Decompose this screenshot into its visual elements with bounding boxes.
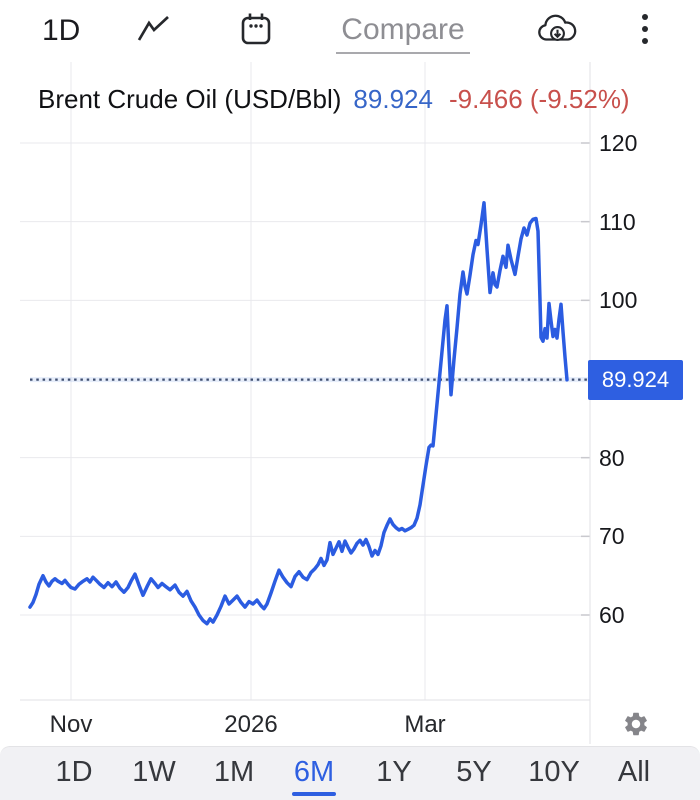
calendar-button[interactable] xyxy=(237,0,275,62)
active-tab-underline xyxy=(452,792,496,796)
range-tab-1y[interactable]: 1Y xyxy=(354,756,434,796)
range-tab-bar: 1D 1W 1M 6M 1Y 5Y 10Y All xyxy=(0,746,700,800)
range-tab-1d[interactable]: 1D xyxy=(34,756,114,796)
range-tab-label: 1M xyxy=(213,756,255,788)
price-chart-area[interactable]: 120 110 100 80 70 60 Nov 2026 Mar 89.924 xyxy=(0,0,700,746)
gear-icon xyxy=(622,712,650,741)
instrument-title: Brent Crude Oil (USD/Bbl) xyxy=(38,84,342,114)
x-axis-label-nov: Nov xyxy=(49,711,93,738)
range-tab-label: All xyxy=(617,756,651,788)
compare-input[interactable]: Compare xyxy=(336,8,470,54)
range-tab-6m[interactable]: 6M xyxy=(274,756,354,796)
active-tab-underline xyxy=(612,792,656,796)
active-tab-underline xyxy=(132,792,176,796)
active-tab-underline xyxy=(532,792,576,796)
price-change: -9.466 (-9.52%) xyxy=(448,84,630,114)
active-tab-underline xyxy=(52,792,96,796)
line-chart-type-icon xyxy=(135,13,173,50)
chart-toolbar: 1D Compare xyxy=(0,0,700,62)
range-tab-1w[interactable]: 1W xyxy=(114,756,194,796)
cloud-download-icon xyxy=(533,11,579,52)
range-tab-label: 1W xyxy=(132,756,176,788)
more-menu-icon xyxy=(639,10,651,53)
last-price: 89.924 xyxy=(353,84,433,114)
download-button[interactable] xyxy=(533,0,579,62)
range-tab-5y[interactable]: 5Y xyxy=(434,756,514,796)
more-menu-button[interactable] xyxy=(625,0,665,62)
price-line-chart[interactable] xyxy=(0,0,700,746)
y-axis-label: 100 xyxy=(599,287,638,314)
range-tab-label: 6M xyxy=(293,756,335,788)
y-axis-label: 60 xyxy=(599,602,625,628)
axis-settings-button[interactable] xyxy=(621,710,651,740)
range-tab-10y[interactable]: 10Y xyxy=(514,756,594,796)
y-axis-label: 110 xyxy=(599,208,636,235)
range-tab-label: 1D xyxy=(55,756,93,788)
active-tab-underline xyxy=(212,792,256,796)
y-axis-label: 80 xyxy=(599,444,625,471)
x-axis-label-2026: 2026 xyxy=(224,711,278,738)
calendar-icon xyxy=(237,11,275,52)
instrument-header: Brent Crude Oil (USD/Bbl) 89.924 -9.466 (-… xyxy=(38,84,630,115)
y-axis-label: 120 xyxy=(599,129,638,156)
range-tab-label: 1Y xyxy=(376,756,412,788)
x-axis-label-mar: Mar xyxy=(404,711,446,738)
range-tab-label: 10Y xyxy=(528,756,580,788)
y-axis-label: 70 xyxy=(599,523,625,550)
current-price-badge: 89.924 xyxy=(588,360,683,400)
interval-selector-button[interactable]: 1D xyxy=(42,0,80,62)
range-tab-all[interactable]: All xyxy=(594,756,674,796)
active-tab-underline xyxy=(372,792,416,796)
range-tab-label: 5Y xyxy=(456,756,492,788)
active-tab-underline xyxy=(292,792,336,796)
price-series-line xyxy=(28,201,569,626)
chart-type-button[interactable] xyxy=(135,0,173,62)
range-tab-1m[interactable]: 1M xyxy=(194,756,274,796)
